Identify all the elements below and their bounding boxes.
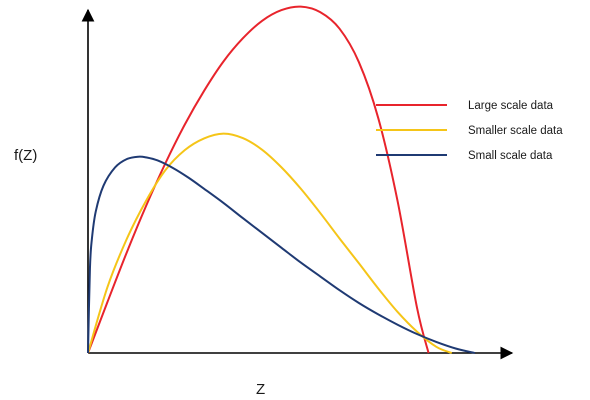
series-layer [87,5,476,354]
legend-label-3: Small scale data [468,150,553,162]
x-axis-label: Z [256,381,265,398]
series-line-2 [87,132,453,354]
legend-label-2: Smaller scale data [468,125,563,137]
legend: Large scale data Smaller scale data Small … [376,100,563,162]
y-axis-label: f(Z) [14,147,37,164]
series-line-3 [87,155,476,354]
series-line-1 [87,5,430,354]
legend-label-1: Large scale data [468,100,554,112]
